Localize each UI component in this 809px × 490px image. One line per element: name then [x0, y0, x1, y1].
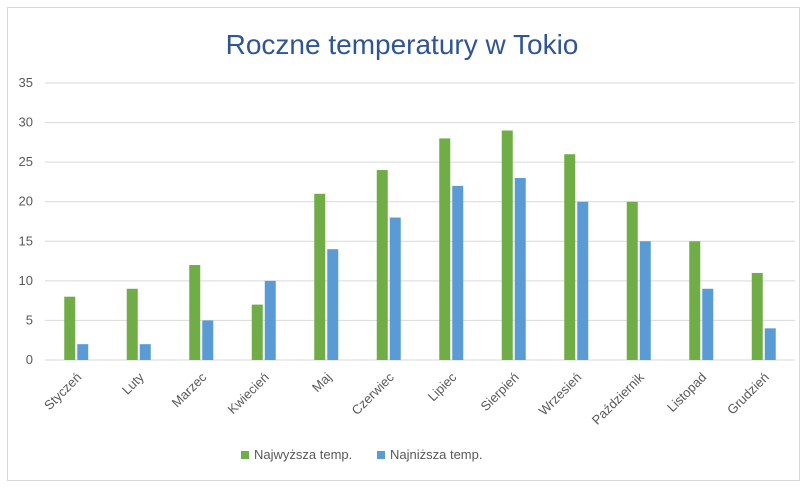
x-tick-label: Wrzesień: [536, 370, 585, 419]
bars: [64, 130, 776, 360]
bar-min-0: [77, 344, 89, 360]
legend-swatch-0: [241, 451, 249, 459]
legend-swatch-1: [377, 451, 385, 459]
y-tick-label: 35: [19, 75, 33, 90]
y-tick-label: 15: [19, 233, 33, 248]
bar-max-8: [564, 154, 576, 360]
bar-min-8: [577, 201, 589, 360]
bar-max-1: [126, 288, 138, 360]
bar-min-2: [202, 320, 214, 360]
bar-max-6: [439, 138, 451, 360]
gridlines: [45, 82, 795, 361]
x-tick-label: Grudzień: [724, 370, 772, 418]
y-tick-label: 20: [19, 194, 33, 209]
bar-min-3: [264, 280, 276, 360]
bar-max-4: [314, 193, 326, 360]
legend-label-0: Najwyższa temp.: [254, 447, 352, 462]
legend-label-1: Najniższa temp.: [390, 447, 482, 462]
bar-max-9: [626, 201, 638, 360]
x-tick-label: Maj: [309, 369, 334, 394]
bar-max-11: [751, 272, 763, 360]
bar-min-4: [327, 249, 339, 360]
y-tick-label: 25: [19, 154, 33, 169]
bar-min-7: [514, 177, 526, 360]
bar-min-10: [702, 288, 714, 360]
y-tick-label: 30: [19, 115, 33, 130]
x-tick-label: Luty: [119, 369, 147, 397]
x-tick-label: Czerwiec: [348, 369, 397, 418]
y-tick-label: 10: [19, 273, 33, 288]
x-tick-label: Marzec: [169, 369, 210, 410]
x-axis-ticks: Styczeń Luty Marzec Kwiecień Maj Czerwiec Lipi…: [41, 369, 772, 427]
bar-max-2: [189, 265, 201, 360]
x-tick-label: Październik: [589, 369, 647, 427]
bar-max-10: [689, 241, 701, 360]
x-tick-label: Sierpień: [478, 370, 522, 414]
bar-max-3: [251, 304, 263, 360]
chart-title: Roczne temperatury w Tokio: [226, 29, 579, 60]
y-tick-label: 0: [26, 352, 33, 367]
y-tick-label: 5: [26, 312, 33, 327]
bar-min-11: [764, 328, 776, 360]
bar-max-0: [64, 296, 76, 360]
x-tick-label: Listopad: [664, 370, 709, 415]
legend: Najwyższa temp. Najniższa temp.: [241, 447, 482, 462]
bar-min-5: [389, 217, 401, 360]
bar-min-9: [639, 241, 651, 360]
y-axis-ticks: 0 5 10 15 20 25 30 35: [19, 75, 33, 367]
bar-min-1: [139, 344, 151, 360]
x-tick-label: Kwiecień: [224, 370, 271, 417]
bar-max-7: [501, 130, 513, 360]
x-tick-label: Lipiec: [425, 369, 460, 404]
x-tick-label: Styczeń: [41, 370, 84, 413]
bar-min-6: [452, 185, 464, 360]
chart-frame: [7, 7, 800, 481]
bar-max-5: [376, 170, 388, 360]
